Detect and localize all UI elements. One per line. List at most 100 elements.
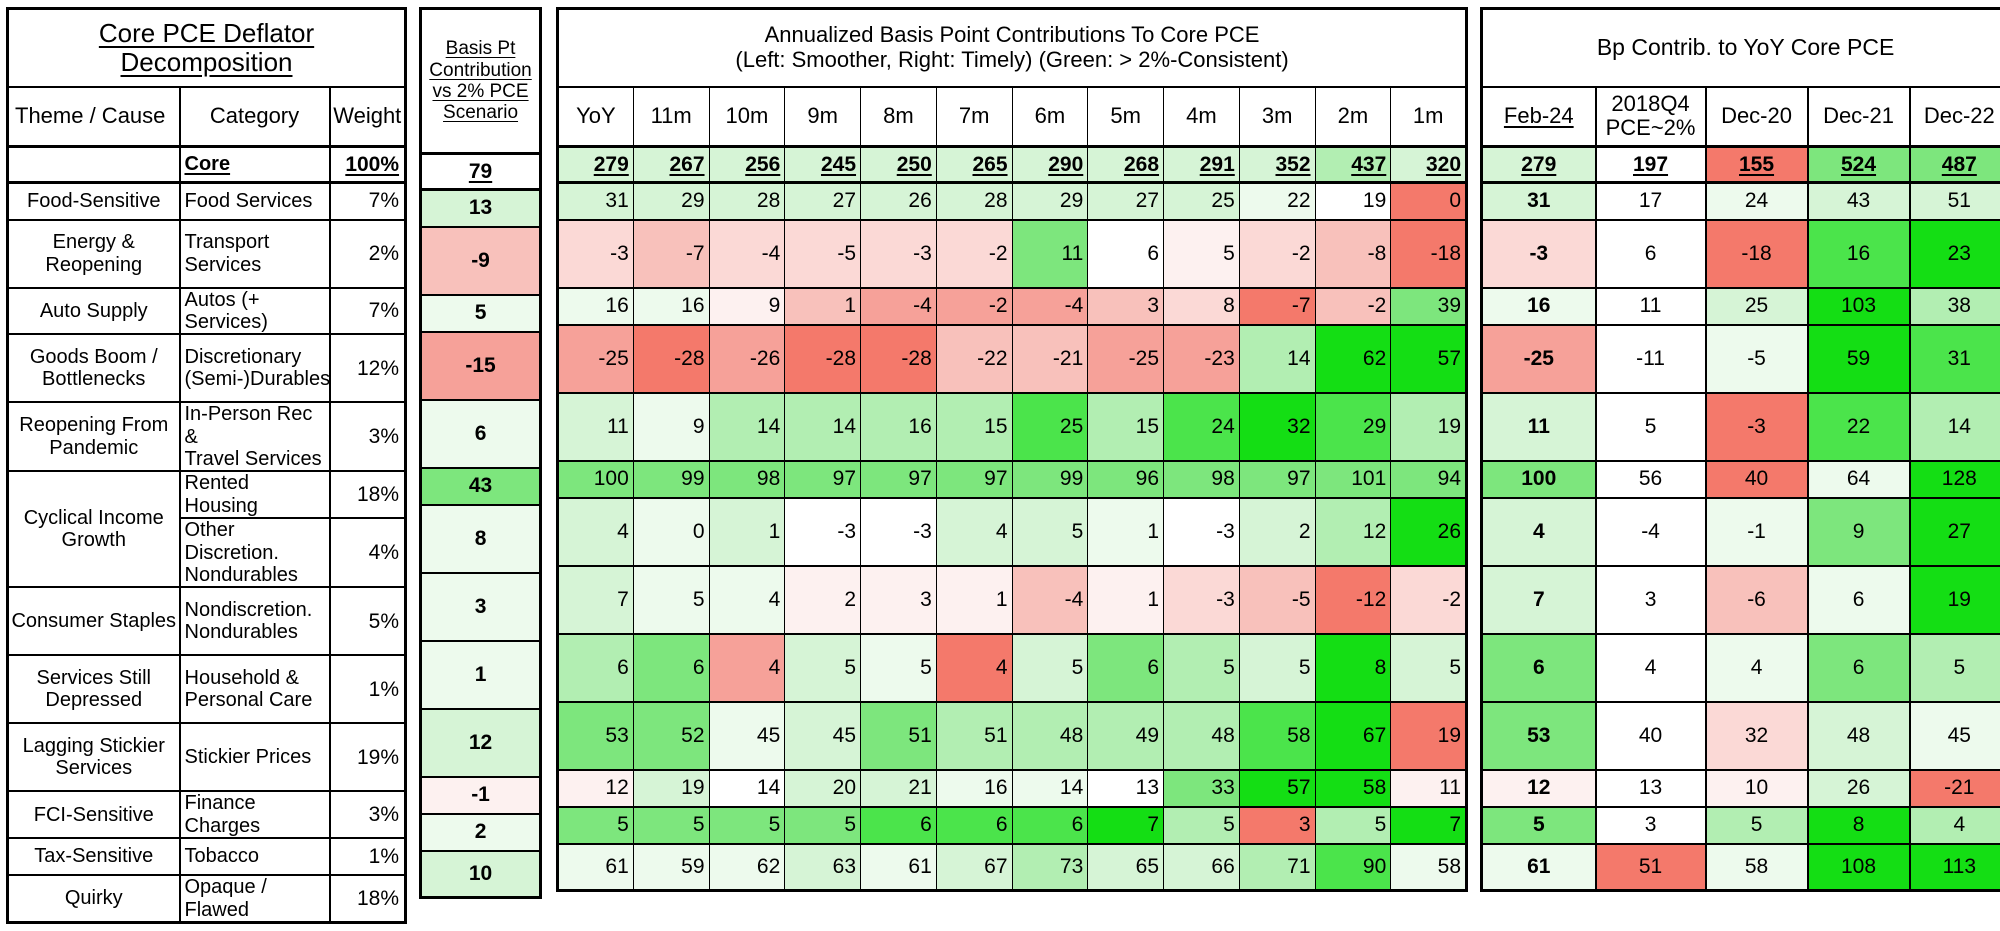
yoy-cell-2018q4: 11 (1594, 286, 1707, 326)
monthly-cell-3m: 57 (1238, 768, 1316, 808)
monthly-cell-8m: 21 (860, 768, 937, 808)
yoy-cell-dec-20: 4 (1704, 632, 1809, 703)
weight-cell: 1% (328, 837, 407, 877)
monthly-cell-10m: -26 (708, 323, 786, 394)
yoy-cell-dec-20: 24 (1704, 181, 1809, 221)
monthly-cell-yoy: 5 (557, 805, 634, 845)
monthly-cell-7m: 15 (935, 391, 1013, 462)
category-cell: Autos (+ Services) (178, 286, 331, 336)
monthly-cell-2m: 8 (1314, 632, 1392, 703)
basis-cell: 2 (419, 812, 542, 852)
monthly-cell-4m: 8 (1163, 286, 1240, 326)
yoy-cell-core-dec-20: 155 (1704, 145, 1809, 184)
yoy-cell-feb-24: 12 (1480, 768, 1597, 808)
column-header-feb-24: Feb-24 (1480, 85, 1597, 148)
monthly-cell-yoy: 100 (557, 459, 634, 499)
column-header-2018q4: 2018Q4 PCE~2% (1594, 85, 1707, 148)
weight-cell: 4% (328, 517, 407, 589)
theme-cell (6, 145, 181, 184)
monthly-cell-core-10m: 256 (708, 145, 786, 184)
yoy-cell-dec-21: 59 (1806, 323, 1911, 394)
yoy-cell-dec-21: 108 (1806, 842, 1911, 892)
monthly-cell-7m: 4 (935, 632, 1013, 703)
monthly-cell-2m: -12 (1314, 564, 1392, 635)
theme-cell: Lagging Stickier Services (6, 722, 181, 793)
weight-cell: 3% (328, 790, 407, 840)
monthly-cell-1m: 94 (1390, 459, 1468, 499)
monthly-cell-9m: 97 (784, 459, 862, 499)
monthly-cell-3m: 14 (1238, 323, 1316, 394)
basis-cell: 8 (419, 503, 542, 574)
monthly-cell-1m: 5 (1390, 632, 1468, 703)
column-header-2m: 2m (1314, 85, 1392, 148)
monthly-cell-3m: -7 (1238, 286, 1316, 326)
monthly-cell-10m: 98 (708, 459, 786, 499)
monthly-cell-1m: 39 (1390, 286, 1468, 326)
yoy-cell-dec-20: -18 (1704, 218, 1809, 289)
monthly-cell-5m: 3 (1087, 286, 1165, 326)
category-cell: Transport Services (178, 218, 331, 289)
monthly-cell-5m: 65 (1087, 842, 1165, 892)
yoy-cell-2018q4: 51 (1594, 842, 1707, 892)
monthly-cell-1m: -2 (1390, 564, 1468, 635)
category-cell: Nondiscretion. Nondurables (178, 586, 331, 657)
monthly-cell-7m: 97 (935, 459, 1013, 499)
monthly-cell-1m: 19 (1390, 700, 1468, 771)
monthly-cell-11m: 16 (632, 286, 710, 326)
monthly-cell-11m: 5 (632, 805, 710, 845)
column-header-dec-21: Dec-21 (1806, 85, 1911, 148)
monthly-cell-8m: 6 (860, 805, 937, 845)
weight-cell: 2% (328, 218, 407, 289)
monthly-cell-9m: 14 (784, 391, 862, 462)
monthly-cell-2m: -2 (1314, 286, 1392, 326)
category-cell: Discretionary (Semi-)Durables (178, 333, 331, 404)
monthly-cell-yoy: 6 (557, 632, 634, 703)
monthly-cell-core-1m: 320 (1390, 145, 1468, 184)
monthly-cell-10m: 14 (708, 768, 786, 808)
monthly-cell-4m: 48 (1163, 700, 1240, 771)
yoy-cell-feb-24: 53 (1480, 700, 1597, 771)
monthly-cell-2m: 12 (1314, 496, 1392, 567)
monthly-cell-4m: 24 (1163, 391, 1240, 462)
monthly-cell-6m: -4 (1011, 564, 1089, 635)
monthly-cell-5m: 15 (1087, 391, 1165, 462)
column-header-theme: Theme / Cause (6, 85, 181, 148)
column-header-6m: 6m (1011, 85, 1089, 148)
yoy-cell-dec-22: 14 (1908, 391, 2000, 462)
monthly-cell-9m: -5 (784, 218, 862, 289)
monthly-cell-8m: -4 (860, 286, 937, 326)
monthly-cell-8m: 51 (860, 700, 937, 771)
yoy-cell-2018q4: 17 (1594, 181, 1707, 221)
monthly-cell-5m: 1 (1087, 496, 1165, 567)
yoy-cell-dec-20: 40 (1704, 459, 1809, 499)
weight-cell: 19% (328, 722, 407, 793)
column-header-7m: 7m (935, 85, 1013, 148)
yoy-cell-dec-21: 64 (1806, 459, 1911, 499)
yoy-cell-dec-22: 128 (1908, 459, 2000, 499)
basis-cell-core: 79 (419, 152, 542, 191)
column-header-5m: 5m (1087, 85, 1165, 148)
monthly-cell-yoy: 12 (557, 768, 634, 808)
monthly-cell-9m: 20 (784, 768, 862, 808)
yoy-cell-dec-20: 25 (1704, 286, 1809, 326)
monthly-cell-11m: 52 (632, 700, 710, 771)
weight-cell: 18% (328, 874, 407, 924)
monthly-cell-11m: 99 (632, 459, 710, 499)
monthly-cell-core-yoy: 279 (557, 145, 634, 184)
yoy-cell-2018q4: 56 (1594, 459, 1707, 499)
monthly-cell-core-9m: 245 (784, 145, 862, 184)
left-table-title: Core PCE Deflator Decomposition (6, 7, 407, 88)
column-header-dec-20: Dec-20 (1704, 85, 1809, 148)
column-header-category: Category (178, 85, 331, 148)
monthly-cell-6m: 99 (1011, 459, 1089, 499)
monthly-cell-6m: 14 (1011, 768, 1089, 808)
yoy-cell-dec-21: 48 (1806, 700, 1911, 771)
monthly-cell-3m: -5 (1238, 564, 1316, 635)
monthly-cell-core-6m: 290 (1011, 145, 1089, 184)
monthly-cell-10m: 1 (708, 496, 786, 567)
theme-cell: Food-Sensitive (6, 181, 181, 221)
monthly-cell-7m: -2 (935, 218, 1013, 289)
monthly-cell-5m: 96 (1087, 459, 1165, 499)
monthly-cell-5m: 13 (1087, 768, 1165, 808)
